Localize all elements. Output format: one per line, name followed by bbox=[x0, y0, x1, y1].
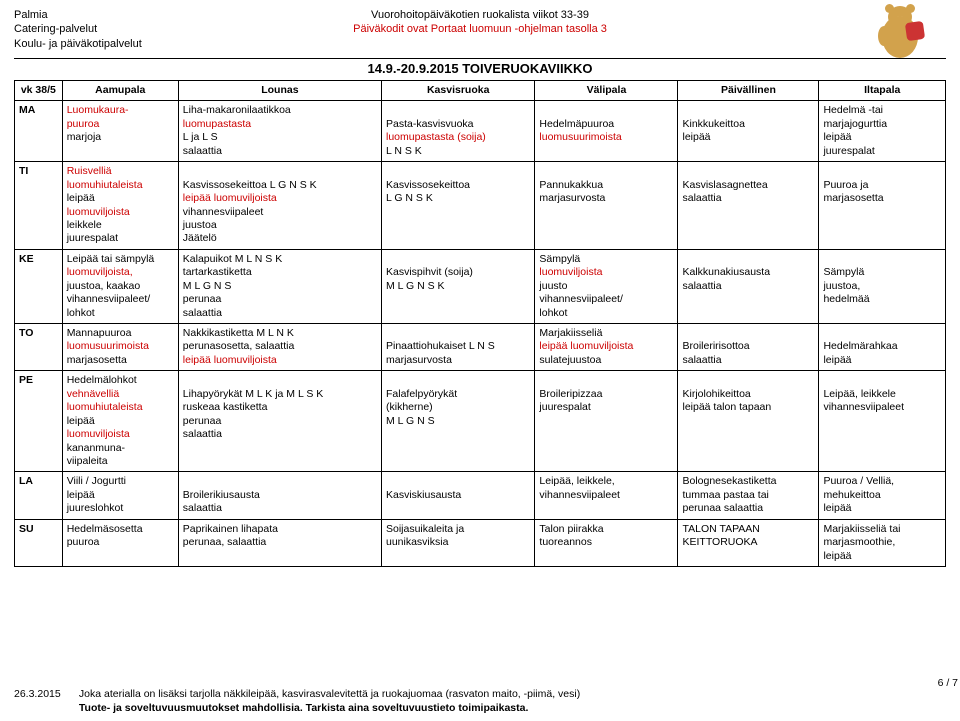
vali-cell: Leipää, leikkele,vihannesviipaleet bbox=[535, 472, 678, 519]
vali-cell: Sämpyläluomuviljoistajuustovihannesviipa… bbox=[535, 249, 678, 323]
kasvis-cell: Soijasuikaleita jauunikasviksia bbox=[381, 519, 534, 566]
ilta-cell: Leipää, leikkelevihannesviipaleet bbox=[819, 371, 946, 472]
footer: 26.3.2015 Joka aterialla on lisäksi tarj… bbox=[14, 687, 946, 715]
lounas-cell: Lihapyörykät M L K ja M L S Kruskeaa kas… bbox=[178, 371, 381, 472]
kasvis-cell: Pasta-kasvisvuokaluomupastasta (soija)L … bbox=[381, 101, 534, 162]
aamu-cell: Leipää tai sämpyläluomuviljoista,juustoa… bbox=[62, 249, 178, 323]
ilta-cell: Hedelmä -taimarjajogurttialeipääjuurespa… bbox=[819, 101, 946, 162]
title-sub: Päiväkodit ovat Portaat luomuun -ohjelma… bbox=[353, 22, 607, 36]
kasvis-cell: Kasvispihvit (soija)M L G N S K bbox=[381, 249, 534, 323]
table-header-row: vk 38/5 Aamupala Lounas Kasvisruoka Väli… bbox=[15, 81, 946, 101]
col-vali: Välipala bbox=[535, 81, 678, 101]
table-row: KELeipää tai sämpyläluomuviljoista,juust… bbox=[15, 249, 946, 323]
table-row: TOMannapuuroaluomusuurimoistamarjasosett… bbox=[15, 324, 946, 371]
footer-notes: Joka aterialla on lisäksi tarjolla näkki… bbox=[79, 687, 580, 715]
paiv-cell: TALON TAPAANKEITTORUOKA bbox=[678, 519, 819, 566]
kasvis-cell: KasvissosekeittoaL G N S K bbox=[381, 162, 534, 250]
company-line: Koulu- ja päiväkotipalvelut bbox=[14, 37, 142, 51]
table-row: LAViili / Jogurttileipääjuureslohkot Bro… bbox=[15, 472, 946, 519]
paiv-cell: Kirjolohikeittoaleipää talon tapaan bbox=[678, 371, 819, 472]
aamu-cell: Hedelmäsosettapuuroa bbox=[62, 519, 178, 566]
col-ilta: Iltapala bbox=[819, 81, 946, 101]
day-cell: PE bbox=[15, 371, 63, 472]
company-block: Palmia Catering-palvelut Koulu- ja päivä… bbox=[14, 8, 142, 51]
table-row: PEHedelmälohkotvehnävelliäluomuhiutaleis… bbox=[15, 371, 946, 472]
paiv-cell: Kinkkukeittoaleipää bbox=[678, 101, 819, 162]
bear-logo bbox=[868, 4, 936, 72]
table-row: TIRuisvelliäluomuhiutaleistaleipääluomuv… bbox=[15, 162, 946, 250]
paiv-cell: Broileririsottoasalaattia bbox=[678, 324, 819, 371]
ilta-cell: Marjakiisseliä taimarjasmoothie,leipää bbox=[819, 519, 946, 566]
day-cell: TI bbox=[15, 162, 63, 250]
paiv-cell: Kalkkunakiusaustasalaattia bbox=[678, 249, 819, 323]
table-row: SUHedelmäsosettapuuroaPaprikainen lihapa… bbox=[15, 519, 946, 566]
kasvis-cell: Pinaattiohukaiset L N Smarjasurvosta bbox=[381, 324, 534, 371]
col-paiv: Päivällinen bbox=[678, 81, 819, 101]
day-cell: SU bbox=[15, 519, 63, 566]
header-divider bbox=[14, 58, 946, 59]
day-cell: LA bbox=[15, 472, 63, 519]
table-body: MALuomukaura-puuroamarjojaLiha-makaronil… bbox=[15, 101, 946, 567]
aamu-cell: Mannapuuroaluomusuurimoistamarjasosetta bbox=[62, 324, 178, 371]
col-lounas: Lounas bbox=[178, 81, 381, 101]
aamu-cell: Luomukaura-puuroamarjoja bbox=[62, 101, 178, 162]
page: Palmia Catering-palvelut Koulu- ja päivä… bbox=[0, 0, 960, 721]
footer-date: 26.3.2015 bbox=[14, 687, 76, 701]
vali-cell: Broileripizzaajuurespalat bbox=[535, 371, 678, 472]
header: Palmia Catering-palvelut Koulu- ja päivä… bbox=[14, 8, 946, 56]
aamu-cell: Ruisvelliäluomuhiutaleistaleipääluomuvil… bbox=[62, 162, 178, 250]
lounas-cell: Kalapuikot M L N S KtartarkastikettaM L … bbox=[178, 249, 381, 323]
ilta-cell: Sämpyläjuustoa,hedelmää bbox=[819, 249, 946, 323]
company-line: Palmia bbox=[14, 8, 142, 22]
footer-line1: Joka aterialla on lisäksi tarjolla näkki… bbox=[79, 688, 580, 700]
week-title: 14.9.-20.9.2015 TOIVERUOKAVIIKKO bbox=[14, 61, 946, 76]
title-main: Vuorohoitopäiväkotien ruokalista viikot … bbox=[353, 8, 607, 22]
title-block: Vuorohoitopäiväkotien ruokalista viikot … bbox=[353, 8, 607, 37]
aamu-cell: Viili / Jogurttileipääjuureslohkot bbox=[62, 472, 178, 519]
vali-cell: Marjakiisseliäleipää luomuviljoistasulat… bbox=[535, 324, 678, 371]
ilta-cell: Puuroa jamarjasosetta bbox=[819, 162, 946, 250]
day-cell: MA bbox=[15, 101, 63, 162]
paiv-cell: Kasvislasagnetteasalaattia bbox=[678, 162, 819, 250]
lounas-cell: Nakkikastiketta M L N Kperunasosetta, sa… bbox=[178, 324, 381, 371]
paiv-cell: Bolognesekastikettatummaa pastaa taiperu… bbox=[678, 472, 819, 519]
vali-cell: Pannukakkuamarjasurvosta bbox=[535, 162, 678, 250]
col-aamu: Aamupala bbox=[62, 81, 178, 101]
col-vk: vk 38/5 bbox=[15, 81, 63, 101]
kasvis-cell: Kasviskiusausta bbox=[381, 472, 534, 519]
menu-table: vk 38/5 Aamupala Lounas Kasvisruoka Väli… bbox=[14, 80, 946, 567]
day-cell: KE bbox=[15, 249, 63, 323]
col-kasvis: Kasvisruoka bbox=[381, 81, 534, 101]
table-row: MALuomukaura-puuroamarjojaLiha-makaronil… bbox=[15, 101, 946, 162]
ilta-cell: Hedelmärahkaaleipää bbox=[819, 324, 946, 371]
vali-cell: Hedelmäpuuroaluomusuurimoista bbox=[535, 101, 678, 162]
lounas-cell: Kasvissosekeittoa L G N S Kleipää luomuv… bbox=[178, 162, 381, 250]
day-cell: TO bbox=[15, 324, 63, 371]
company-line: Catering-palvelut bbox=[14, 22, 142, 36]
footer-line2: Tuote- ja soveltuvuusmuutokset mahdollis… bbox=[79, 702, 528, 714]
aamu-cell: Hedelmälohkotvehnävelliäluomuhiutaleista… bbox=[62, 371, 178, 472]
lounas-cell: Paprikainen lihapataperunaa, salaattia bbox=[178, 519, 381, 566]
ilta-cell: Puuroa / Velliä,mehukeittoaleipää bbox=[819, 472, 946, 519]
lounas-cell: Broilerikiusaustasalaattia bbox=[178, 472, 381, 519]
vali-cell: Talon piirakkatuoreannos bbox=[535, 519, 678, 566]
kasvis-cell: Falafelpyörykät(kikherne)M L G N S bbox=[381, 371, 534, 472]
lounas-cell: Liha-makaronilaatikkoaluomupastastaL ja … bbox=[178, 101, 381, 162]
